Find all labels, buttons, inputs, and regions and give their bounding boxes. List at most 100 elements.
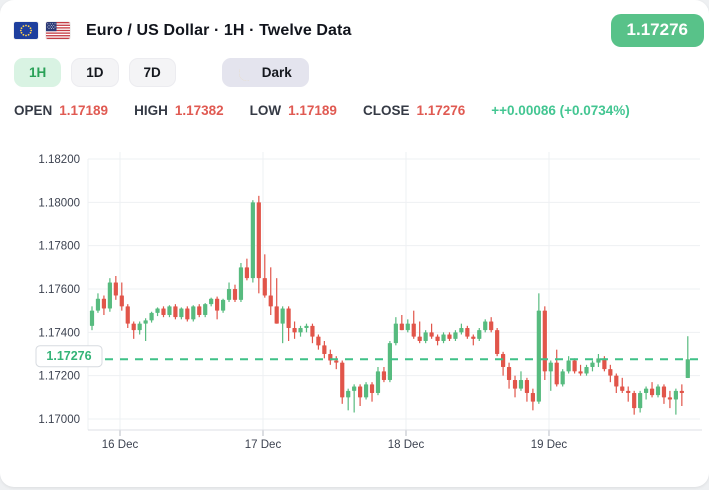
y-axis-label: 1.17800 [38,241,80,253]
candle-down [292,328,297,333]
candle-up [387,343,392,380]
candle-up [226,289,232,300]
candle-up [459,328,464,333]
candle-down [554,362,559,385]
eu-flag-icon [14,22,38,39]
candle-down [101,298,107,309]
stat-open: OPEN 1.17189 [14,103,108,118]
candle-down [524,380,530,393]
stat-high-label: HIGH [134,102,168,118]
candle-down [435,336,440,341]
candle-down [131,323,136,331]
candle-down [268,295,273,307]
stat-close-label: CLOSE [362,102,410,118]
candle-down [572,360,577,372]
candle-down [119,295,124,307]
moon-icon [239,65,255,81]
candle-down [399,323,404,331]
candle-up [393,323,398,344]
candle-down [310,325,315,337]
y-axis-label: 1.18200 [38,154,80,166]
dark-mode-label: Dark [261,65,292,80]
candle-down [274,306,279,324]
y-axis-label: 1.18000 [38,197,80,209]
candle-up [655,386,661,396]
candle-down [113,282,118,296]
candle-up [250,202,255,279]
candle-up [483,321,488,331]
candle-up [155,308,160,313]
candle-down [447,334,452,339]
us-flag-icon [46,22,70,39]
stat-open-value: 1.17189 [59,102,109,118]
candle-up [477,330,482,339]
ohlc-stats-row: OPEN 1.17189 HIGH 1.17382 LOW 1.17189 CL… [14,99,699,121]
candle-down [322,345,327,354]
candle-down [471,336,476,339]
candle-up [584,367,589,374]
candle-down [495,330,500,354]
x-axis-label: 17 Dec [245,439,282,451]
x-grid: 16 Dec 17 Dec 18 Dec 19 Dec [102,152,567,451]
candle-down [125,306,130,324]
candle-up [590,362,595,367]
candle-up [518,380,524,389]
candle-up [560,371,565,385]
timeframe-button-1h[interactable]: 1H [14,58,62,87]
timeframe-button-7d[interactable]: 7D [128,58,176,87]
x-axis-label: 18 Dec [388,439,425,451]
candlestick-chart[interactable]: 1.17000 1.17200 1.17400 1.17600 1.17800 1.180… [0,140,709,475]
timeframe-button-1d[interactable]: 1D [71,58,119,87]
candle-down [501,354,506,367]
candle-up [298,328,303,333]
stat-low-value: 1.17189 [288,102,337,118]
candle-up [280,308,285,324]
candle-up [548,362,553,372]
candle-down [340,362,345,398]
candle-down [173,306,178,318]
candle-up [566,360,571,372]
candle-up [167,306,172,315]
candle-down [185,308,190,320]
candle-up [89,310,95,326]
candle-up [346,390,351,398]
candle-up [191,306,196,320]
candle-up [179,308,184,318]
candle-down [232,289,238,300]
current-price-tag [35,345,103,368]
candle-down [411,323,416,337]
candle-down [489,321,494,331]
candle-up [423,332,428,341]
candle-up [352,386,357,391]
stat-low: LOW 1.17189 [250,103,337,118]
candle-down [512,380,518,389]
y-axis-label: 1.17000 [38,414,80,426]
candle-up [375,371,381,393]
candle-up [685,359,690,379]
candle-up [638,393,643,409]
stat-close: CLOSE 1.17276 [363,103,465,118]
candle-down [417,336,422,341]
candle-up [453,332,458,339]
current-price-line: 1.17276 [35,345,700,368]
candle-down [369,384,375,393]
candle-up [107,282,112,309]
candle-down [632,393,637,409]
candle-down [667,397,673,400]
candle-down [542,310,547,372]
candle-up [209,298,214,305]
dark-mode-toggle[interactable]: Dark [221,58,309,87]
stat-open-label: OPEN [14,102,53,118]
candle-up [95,298,101,311]
stat-high: HIGH 1.17382 [134,103,224,118]
candle-up [137,323,142,331]
candle-up [149,312,154,321]
y-grid: 1.17000 1.17200 1.17400 1.17600 1.17800 1.180… [38,154,700,426]
candle-down [661,386,667,398]
page-title: Euro / US Dollar · 1H · Twelve Data [86,21,352,39]
candle-down [626,390,631,393]
candle-down [381,371,387,380]
candle-down [197,306,202,315]
candle-down [429,332,434,337]
